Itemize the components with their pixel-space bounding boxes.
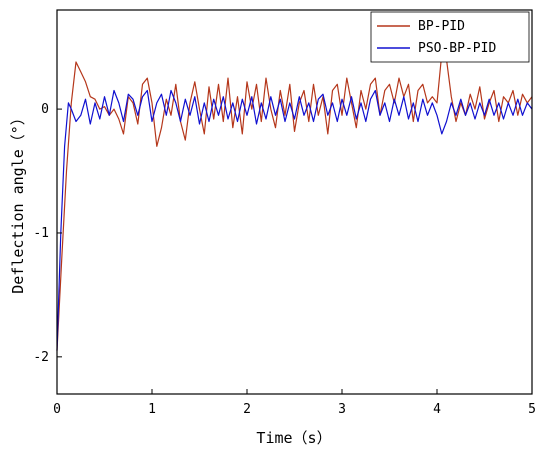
legend-label-bp-pid: BP-PID (418, 19, 465, 34)
series-layer (56, 52, 533, 351)
legend: BP-PID PSO-BP-PID (370, 11, 530, 63)
x-axis: 0 1 2 3 4 5 (53, 389, 536, 417)
plot-frame (56, 9, 533, 395)
x-tick-label: 0 (53, 402, 61, 417)
y-tick-label: -1 (33, 226, 49, 241)
x-tick-label: 3 (338, 402, 346, 417)
plot-background (57, 10, 532, 394)
x-tick-label: 4 (433, 402, 441, 417)
legend-box (370, 11, 530, 63)
y-axis: -2 -1 0 (33, 102, 62, 365)
series-line-pso-bp-pid (56, 89, 533, 351)
y-tick-label: 0 (41, 102, 49, 117)
x-tick-label: 2 (243, 402, 251, 417)
series-line-bp-pid (56, 52, 533, 351)
x-axis-label: Time（s） (256, 429, 331, 447)
legend-label-pso-bp-pid: PSO-BP-PID (418, 41, 496, 56)
x-tick-label: 5 (528, 402, 536, 417)
x-tick-label: 1 (148, 402, 156, 417)
y-tick-label: -2 (33, 350, 49, 365)
y-axis-label: Deflection angle（°） (9, 110, 27, 294)
